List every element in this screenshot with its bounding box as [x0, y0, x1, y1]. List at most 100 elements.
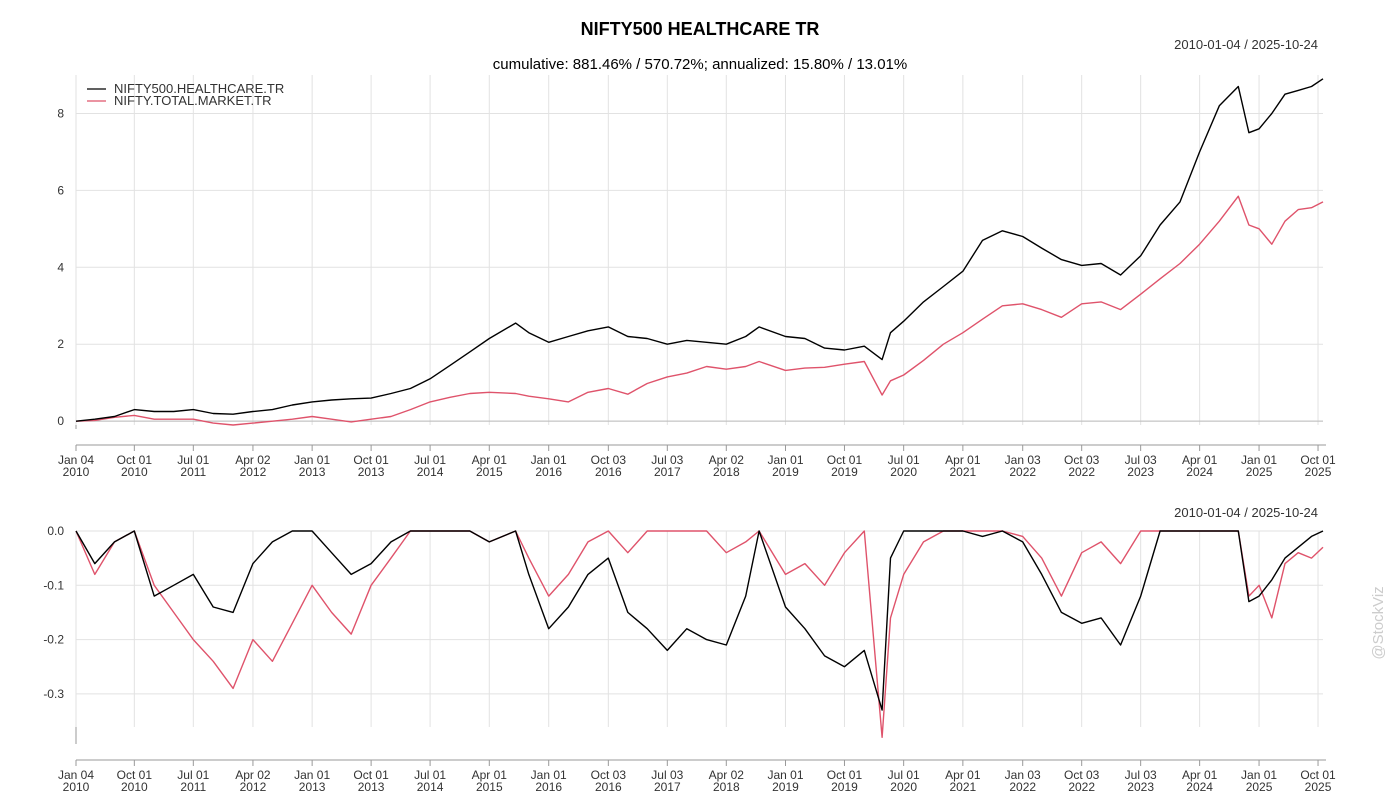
x-tick-label: 2018: [713, 465, 740, 479]
chart-title: NIFTY500 HEALTHCARE TR: [581, 19, 820, 39]
x-tick-label: Apr 01: [945, 453, 981, 467]
x-tick-label: Apr 01: [472, 768, 508, 782]
x-tick-label: Apr 01: [1182, 768, 1218, 782]
x-tick-label: Oct 03: [591, 453, 627, 467]
legend-label-healthcare: NIFTY500.HEALTHCARE.TR: [114, 81, 284, 96]
series-line-nifty500-healthcare-tr: [75, 530, 1324, 711]
x-tick-label: Jan 03: [1005, 768, 1041, 782]
x-tick-label: 2013: [358, 465, 385, 479]
x-tick-label: 2020: [890, 465, 917, 479]
x-tick-label: 2020: [890, 780, 917, 794]
x-tick-label: 2015: [476, 465, 503, 479]
y-tick-label: -0.1: [43, 578, 64, 592]
x-tick-label: 2015: [476, 780, 503, 794]
y-tick-label: 0.0: [47, 524, 64, 538]
legend-label-total-market: NIFTY.TOTAL.MARKET.TR: [114, 93, 271, 108]
x-tick-label: 2022: [1009, 465, 1036, 479]
x-tick-label: Oct 01: [827, 768, 863, 782]
x-tick-label: Oct 01: [827, 453, 863, 467]
x-tick-label: Jul 03: [651, 453, 683, 467]
x-tick-label: 2021: [950, 465, 977, 479]
x-tick-label: Jan 03: [1005, 453, 1041, 467]
x-tick-label: 2014: [417, 465, 444, 479]
x-tick-label: 2013: [299, 465, 326, 479]
x-tick-label: 2012: [240, 780, 267, 794]
chart-subtitle: cumulative: 881.46% / 570.72%; annualize…: [493, 56, 907, 73]
x-tick-label: Apr 02: [709, 768, 745, 782]
x-tick-label: 2022: [1068, 780, 1095, 794]
series-line-nifty500-healthcare-tr: [75, 78, 1324, 422]
x-tick-label: Jul 03: [1125, 453, 1157, 467]
x-tick-label: 2019: [831, 780, 858, 794]
x-tick-label: 2024: [1186, 780, 1213, 794]
x-tick-label: Oct 03: [591, 768, 627, 782]
x-tick-label: Jan 01: [1241, 453, 1277, 467]
x-tick-label: Jul 03: [651, 768, 683, 782]
x-tick-label: Oct 03: [1064, 453, 1100, 467]
x-tick-label: Jul 01: [177, 768, 209, 782]
x-tick-label: 2019: [772, 465, 799, 479]
x-tick-label: 2025: [1305, 780, 1332, 794]
x-tick-label: Oct 01: [353, 453, 389, 467]
x-tick-label: 2022: [1068, 465, 1095, 479]
y-axis: 0.0 -0.1 -0.2 -0.3: [43, 524, 1323, 701]
y-tick-label: 0: [57, 414, 64, 428]
x-tick-label: 2025: [1246, 780, 1273, 794]
x-tick-label: Jul 01: [888, 768, 920, 782]
x-tick-label: Oct 01: [117, 453, 153, 467]
x-tick-label: 2016: [535, 465, 562, 479]
series-line-nifty-total-market-tr: [75, 195, 1324, 426]
x-tick-label: 2013: [299, 780, 326, 794]
x-tick-label: Apr 01: [472, 453, 508, 467]
x-tick-label: Jul 01: [414, 768, 446, 782]
x-tick-label: Jan 01: [294, 768, 330, 782]
x-tick-label: Jan 01: [767, 768, 803, 782]
x-tick-label: Oct 03: [1064, 768, 1100, 782]
x-tick-label: 2023: [1127, 465, 1154, 479]
x-tick-label: Jul 03: [1125, 768, 1157, 782]
y-tick-label: 8: [57, 106, 64, 120]
x-tick-label: 2023: [1127, 780, 1154, 794]
x-tick-label: Jan 01: [767, 453, 803, 467]
x-tick-label: Oct 01: [117, 768, 153, 782]
y-tick-label: 2: [57, 337, 64, 351]
x-tick-label: Jan 01: [531, 768, 567, 782]
x-tick-label: Jul 01: [177, 453, 209, 467]
x-tick-label: Jul 01: [888, 453, 920, 467]
x-tick-label: Apr 02: [235, 768, 271, 782]
top-date-range: 2010-01-04 / 2025-10-24: [1174, 37, 1318, 52]
x-tick-label: 2010: [121, 780, 148, 794]
x-tick-label: Apr 01: [945, 768, 981, 782]
x-tick-label: 2021: [950, 780, 977, 794]
x-tick-label: 2016: [595, 780, 622, 794]
x-tick-label: Oct 01: [1300, 453, 1336, 467]
x-tick-label: 2019: [772, 780, 799, 794]
y-tick-label: 6: [57, 183, 64, 197]
x-tick-label: 2022: [1009, 780, 1036, 794]
x-tick-label: Apr 02: [709, 453, 745, 467]
x-tick-label: 2010: [63, 465, 90, 479]
x-tick-label: Jan 04: [58, 453, 94, 467]
y-tick-label: 4: [57, 260, 64, 274]
x-tick-label: 2010: [121, 465, 148, 479]
x-tick-label: 2017: [654, 465, 681, 479]
x-tick-label: 2019: [831, 465, 858, 479]
y-tick-label: -0.2: [43, 633, 64, 647]
x-tick-label: Jan 04: [58, 768, 94, 782]
x-tick-label: 2012: [240, 465, 267, 479]
x-tick-label: 2010: [63, 780, 90, 794]
x-tick-label: 2018: [713, 780, 740, 794]
x-tick-label: 2011: [180, 465, 206, 479]
x-tick-label: Apr 01: [1182, 453, 1218, 467]
x-tick-label: 2016: [535, 780, 562, 794]
x-tick-label: 2016: [595, 465, 622, 479]
y-tick-label: -0.3: [43, 687, 64, 701]
x-tick-label: 2014: [417, 780, 444, 794]
x-tick-label: Apr 02: [235, 453, 271, 467]
x-tick-label: Oct 01: [353, 768, 389, 782]
x-tick-label: Jan 01: [1241, 768, 1277, 782]
